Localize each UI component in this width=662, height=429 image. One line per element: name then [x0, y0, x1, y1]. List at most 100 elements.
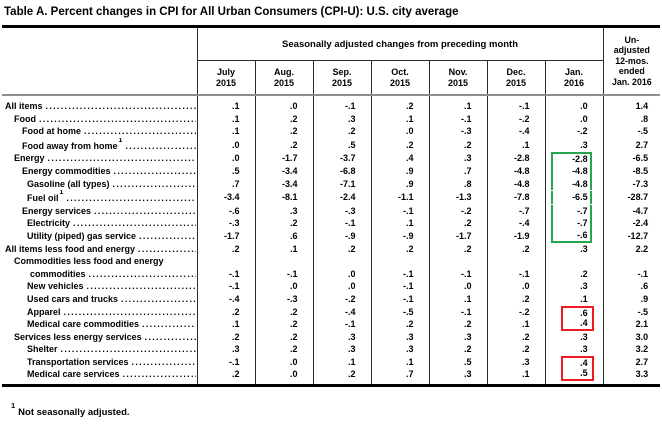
row-label-text: Electricity	[27, 218, 71, 229]
table-row: Commodities less food and energy	[2, 255, 660, 268]
row-label-text: Fuel oil1	[27, 190, 64, 204]
row-label: Transportation services	[2, 355, 198, 369]
cell-nov-2015: -.2	[429, 204, 488, 218]
dot-leader	[89, 268, 196, 281]
cell-aug-2015: .3	[255, 204, 314, 218]
cell-oct-2015: .2	[371, 318, 430, 331]
cell-unadjusted-12mo: 3.3	[635, 369, 649, 380]
cell-sep-2015	[313, 381, 372, 386]
cell-unadjusted-12mo: -.5	[637, 306, 649, 317]
cell-aug-2015: .0	[255, 355, 314, 369]
cell-sep-2015: -.1	[313, 217, 372, 230]
dot-leader	[73, 217, 195, 230]
cell-sep-2015: .5	[313, 137, 372, 153]
row-label-text: Utility (piped) gas service	[27, 230, 137, 241]
cell-unadjusted-12mo: 2.7	[635, 139, 649, 150]
footnote-reference: 1	[118, 137, 123, 144]
cell-sep-2015: -3.7	[313, 152, 372, 165]
cell-aug-2015: -8.1	[255, 190, 314, 205]
cell-unadjusted-12mo: -.1	[637, 268, 649, 279]
cell-oct-2015	[371, 381, 430, 386]
cell-sep-2015: .3	[313, 343, 372, 356]
row-label: Gasoline (all types)	[2, 177, 198, 191]
footnote: 1Not seasonally adjusted.	[10, 401, 660, 419]
row-label: Fuel oil1	[2, 190, 198, 205]
row-label-text: Used cars and trucks	[27, 293, 119, 304]
table-row: Transportation services-.1.0.1.1.5.3.42.…	[2, 355, 660, 369]
row-label: Shelter	[2, 343, 198, 356]
cell-dec-2015: -.7	[487, 204, 546, 218]
row-label: Food at home	[2, 125, 198, 138]
cell-jul-2015: .2	[197, 368, 256, 382]
highlight-box-green: -2.8	[550, 152, 592, 165]
month-header-row: July 2015 Aug. 2015 Sep. 2015 Oct. 2015 Nov. 2015…	[2, 60, 660, 96]
row-label-text: Energy commodities	[22, 165, 111, 176]
cell-jan-2016: -.7	[545, 204, 604, 218]
table-row: Food at home.1.2.2.0-.3-.4-.2-.5	[2, 125, 660, 138]
cell-oct-2015: .1	[371, 217, 430, 230]
cell-dec-2015: -2.8	[487, 152, 546, 165]
cell-oct-2015: .4	[371, 152, 430, 165]
row-label-text: Energy services	[22, 205, 92, 216]
cell-nov-2015	[429, 95, 488, 100]
cell-oct-2015: -1.1	[371, 190, 430, 205]
cell-aug-2015: .2	[255, 305, 314, 319]
cell-nov-2015: .0	[429, 280, 488, 293]
cell-oct-2015: -.1	[371, 204, 430, 218]
cell-sep-2015: .2	[313, 368, 372, 382]
dot-leader	[123, 368, 196, 381]
footnote-text: Not seasonally adjusted.	[18, 407, 130, 419]
cell-jul-2015: .0	[197, 152, 256, 165]
cell-sep-2015: -.2	[313, 292, 372, 306]
cell-sep-2015: -2.4	[313, 190, 372, 205]
cell-unadjusted-12mo: 3.2	[635, 344, 649, 355]
cell-sep-2015	[313, 95, 372, 100]
cell-aug-2015	[255, 381, 314, 386]
cell-jan-2016: .2	[545, 267, 604, 281]
cell-unadjusted-12mo: .8	[640, 113, 649, 124]
cell-oct-2015: .0	[371, 125, 430, 138]
row-label-text: Food away from home1	[22, 137, 123, 151]
column-header-nov-2015: Nov. 2015	[429, 60, 488, 96]
cell-jan-2016	[545, 381, 604, 386]
table-row: Shelter.3.2.3.3.2.2.33.2	[2, 343, 660, 356]
cell-unadjusted-12mo: .9	[640, 293, 649, 304]
cell-oct-2015: -.1	[371, 292, 430, 306]
cell-dec-2015: -.4	[487, 125, 546, 138]
cell-dec-2015: -.1	[487, 267, 546, 281]
cell-jan-2016	[545, 255, 604, 268]
cell-unadjusted-12mo: -.5	[637, 126, 649, 137]
row-label-text: All items	[5, 101, 43, 111]
row-label: Electricity	[2, 217, 198, 230]
cell-jul-2015: -.4	[197, 292, 256, 306]
cell-aug-2015	[255, 95, 314, 100]
cell-jan-2016: .0	[545, 100, 604, 113]
cell-jul-2015: -.6	[197, 204, 256, 218]
highlight-box-red: .4	[560, 355, 594, 369]
table-row: Food away from home1.0.2.5.2.2.1.32.7	[2, 137, 660, 153]
highlight-box-green: -.7	[550, 217, 592, 230]
cell-nov-2015: -.1	[429, 112, 488, 126]
cell-oct-2015: .7	[371, 368, 430, 382]
dot-leader	[84, 125, 196, 138]
table-row: Fuel oil1 -3.4-8.1-2.4-1.1-1.3-7.8 -6.5 -28…	[2, 190, 660, 205]
cell-dec-2015	[487, 255, 546, 268]
row-label: New vehicles	[2, 280, 198, 293]
cell-jan-2016: -.6	[545, 229, 604, 243]
cell-nov-2015: .1	[429, 292, 488, 306]
cell-nov-2015: .1	[429, 100, 488, 113]
table-row: New vehicles-.1.0.0-.1.0.0.3.6	[2, 280, 660, 293]
table-row: Medical care services.2.0.2.7.3.1.53.3	[2, 368, 660, 382]
cell-unadjusted-12mo: -6.5	[632, 153, 649, 164]
row-label-text: Medical care services	[27, 369, 120, 380]
row-label-text: Medical care commodities	[27, 319, 140, 330]
cell-jul-2015: .3	[197, 343, 256, 356]
cell-jul-2015: -.3	[197, 217, 256, 230]
cell-aug-2015: -.1	[255, 267, 314, 281]
cell-aug-2015: .2	[255, 217, 314, 230]
row-label: Used cars and trucks	[2, 292, 198, 306]
highlight-box-green: -.7	[550, 204, 592, 218]
cell-sep-2015: .3	[313, 112, 372, 126]
column-header-dec-2015: Dec. 2015	[487, 60, 546, 96]
cell-aug-2015: -.3	[255, 292, 314, 306]
